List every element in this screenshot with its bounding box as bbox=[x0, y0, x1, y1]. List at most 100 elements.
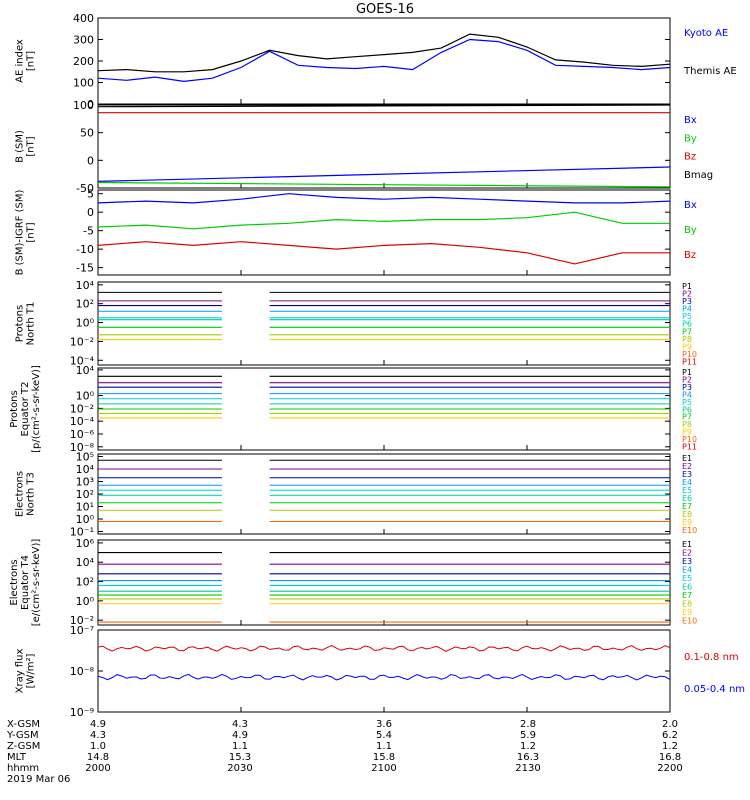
channel-label: E8 bbox=[682, 510, 692, 519]
footer-value: 2130 bbox=[515, 763, 540, 774]
y-tick-label: -15 bbox=[76, 262, 94, 275]
footer-value: 2.0 bbox=[662, 719, 678, 730]
y-tick-label: 0 bbox=[87, 98, 94, 111]
panel-frame bbox=[97, 629, 671, 713]
y-axis-label-line: [nT] bbox=[26, 136, 37, 156]
footer-row-label: Y-GSM bbox=[6, 730, 39, 741]
channel-label: P3 bbox=[682, 383, 692, 392]
y-tick-label: 10⁻⁹ bbox=[70, 706, 94, 719]
y-tick-label: 10⁻¹ bbox=[70, 526, 94, 539]
channel-label: P4 bbox=[682, 305, 692, 314]
y-tick-label: 10¹ bbox=[76, 501, 94, 514]
channel-label: P9 bbox=[682, 342, 692, 351]
footer-value: 16.3 bbox=[517, 752, 539, 763]
series-line bbox=[97, 104, 671, 108]
footer-value: 5.4 bbox=[376, 730, 392, 741]
footer-value: 16.8 bbox=[659, 752, 681, 763]
y-axis-label: ProtonsEquator T2[p/(cm²-s-sr-keV)] bbox=[9, 365, 42, 453]
footer-value: 1.0 bbox=[90, 741, 106, 752]
y-axis-label-line: [p/(cm²-s-sr-keV)] bbox=[31, 365, 42, 453]
channel-label: P6 bbox=[682, 405, 692, 414]
footer-value: 2030 bbox=[227, 763, 252, 774]
y-axis-label-line: B (SM)-IGRF (SM) bbox=[15, 190, 26, 276]
footer-value: 1.1 bbox=[232, 741, 248, 752]
channel-label: E7 bbox=[682, 502, 692, 511]
y-tick-label: 10⁻² bbox=[70, 335, 94, 348]
series-line bbox=[97, 241, 670, 265]
plot-title: GOES-16 bbox=[356, 2, 414, 17]
y-axis-label-line: North T1 bbox=[26, 302, 37, 346]
y-tick-label: 10⁶ bbox=[76, 537, 95, 550]
y-axis-label-line: [W/m²] bbox=[26, 653, 37, 688]
channel-label: E5 bbox=[682, 486, 692, 495]
series-line bbox=[97, 645, 671, 652]
y-axis-label-line: Protons bbox=[15, 305, 26, 342]
legend-entry: Bx bbox=[684, 200, 697, 211]
y-tick-label: 300 bbox=[73, 34, 94, 47]
y-axis-label-line: [e/(cm²-s-sr-keV)] bbox=[31, 539, 42, 627]
y-tick-label: 10⁴ bbox=[76, 556, 95, 569]
footer-row-label: hhmm bbox=[7, 763, 39, 774]
legend-entry: Bmag bbox=[684, 170, 713, 181]
y-axis-label: AE index[nT] bbox=[15, 39, 37, 83]
footer-value: 14.8 bbox=[87, 752, 109, 763]
channel-label: P2 bbox=[682, 375, 692, 384]
footer-value: 6.2 bbox=[662, 730, 678, 741]
channel-label: E6 bbox=[682, 494, 692, 503]
footer-value: 4.9 bbox=[90, 719, 106, 730]
footer-date: 2019 Mar 06 bbox=[7, 774, 70, 785]
footer-value: 2000 bbox=[85, 763, 110, 774]
panel-b_igrf: B (SM)-IGRF (SM)[nT] -15 -10 -5 0 5 Bx By Bz bbox=[15, 188, 697, 276]
channel-label: P10 bbox=[682, 350, 697, 359]
y-tick-label: 10⁻⁸ bbox=[70, 665, 95, 678]
y-tick-label: 10³ bbox=[76, 476, 94, 489]
y-tick-label: 100 bbox=[73, 77, 94, 90]
channel-label: E3 bbox=[682, 470, 692, 479]
legend-entry: 0.1-0.8 nm bbox=[684, 652, 739, 663]
y-tick-label: -5 bbox=[83, 225, 94, 238]
y-axis-label: B (SM)[nT] bbox=[15, 130, 37, 163]
channel-label: P5 bbox=[682, 312, 692, 321]
channel-label: P11 bbox=[682, 443, 697, 452]
footer-value: 15.8 bbox=[373, 752, 395, 763]
series-line bbox=[97, 33, 671, 73]
y-tick-label: 10⁻⁸ bbox=[70, 441, 95, 454]
y-tick-label: 50 bbox=[80, 127, 94, 140]
y-tick-label: 0 bbox=[87, 206, 94, 219]
footer-value: 15.3 bbox=[229, 752, 251, 763]
channel-label: E10 bbox=[682, 526, 697, 535]
y-axis-label: ElectronsNorth T3 bbox=[15, 471, 37, 517]
y-axis-label-line: Equator T2 bbox=[20, 382, 31, 437]
panel-frame bbox=[97, 281, 671, 366]
y-axis-label-line: Xray flux bbox=[15, 649, 26, 694]
channel-label: E7 bbox=[682, 591, 692, 600]
y-tick-label: 10² bbox=[76, 298, 94, 311]
legend-entry: Themis AE bbox=[683, 66, 737, 77]
channel-label: P1 bbox=[682, 368, 692, 377]
y-axis-label-line: [nT] bbox=[26, 222, 37, 242]
y-tick-label: 5 bbox=[87, 188, 94, 201]
y-axis-label: Xray flux[W/m²] bbox=[15, 649, 37, 694]
legend-entry: By bbox=[684, 133, 697, 144]
channel-label: P7 bbox=[682, 413, 692, 422]
channel-label: E4 bbox=[682, 478, 692, 487]
channel-label: E1 bbox=[682, 540, 692, 549]
footer-value: 4.3 bbox=[90, 730, 106, 741]
channel-label: P10 bbox=[682, 435, 697, 444]
panel-p_t2: ProtonsEquator T2[p/(cm²-s-sr-keV)] 10⁴ 10… bbox=[9, 364, 697, 454]
footer-value: 2.8 bbox=[520, 719, 536, 730]
footer-value: 4.9 bbox=[232, 730, 248, 741]
y-tick-label: 10⁻⁷ bbox=[70, 624, 94, 637]
legend-entry: Bx bbox=[684, 115, 697, 126]
y-axis-label: ProtonsNorth T1 bbox=[15, 302, 37, 346]
channel-label: P7 bbox=[682, 327, 692, 336]
legend-entry: Bz bbox=[684, 152, 696, 163]
footer-value: 3.6 bbox=[376, 719, 392, 730]
y-tick-label: 10⁰ bbox=[76, 595, 95, 608]
y-axis-label: B (SM)-IGRF (SM)[nT] bbox=[15, 190, 37, 276]
panel-e_t4: ElectronsEquator T4[e/(cm²-s-sr-keV)] 10⁶… bbox=[9, 537, 697, 627]
footer-value: 5.9 bbox=[520, 730, 536, 741]
